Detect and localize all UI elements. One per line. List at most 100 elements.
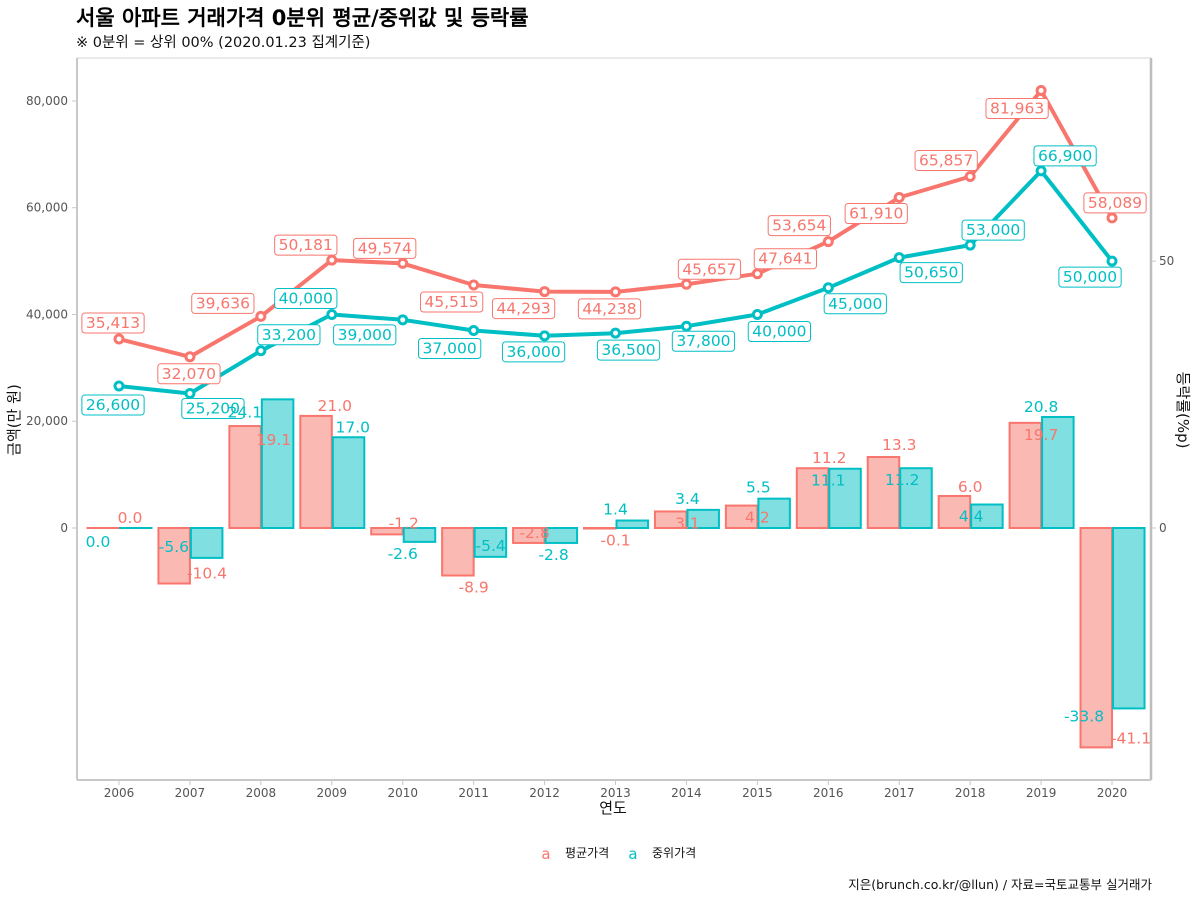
- label-avg-price: 35,413: [81, 312, 145, 334]
- label-median-price: 50,000: [1058, 266, 1122, 288]
- label-text: 50,000: [1063, 268, 1117, 286]
- bar-label-median-change: -5.4: [476, 537, 506, 555]
- bar-avg-change: [157, 527, 191, 585]
- bar-label-avg-change: 6.0: [958, 478, 983, 496]
- point-median-price: [113, 380, 125, 392]
- caption: 지은(brunch.co.kr/@llun) / 자료=국토교통부 실거래가: [848, 877, 1152, 892]
- label-median-price: 26,600: [81, 394, 145, 416]
- label-text: 45,657: [682, 260, 736, 278]
- bar-label-median-change: -5.6: [159, 538, 189, 556]
- line-value-labels: 35,413 32,070 39,636 50,181 49,574 45,515 44,2…: [81, 97, 1147, 419]
- bar-median-change: [1041, 415, 1075, 530]
- point-avg-price: [539, 286, 551, 298]
- label-avg-price: 39,636: [191, 292, 255, 314]
- label-box: [333, 324, 397, 346]
- point-avg-price: [751, 268, 763, 280]
- label-text: 40,000: [752, 322, 806, 340]
- point-avg-price: [610, 286, 622, 298]
- x-tick-label: 2020: [1097, 786, 1128, 800]
- bar-median-change: [615, 519, 650, 529]
- bar-avg-change: [228, 425, 262, 529]
- label-median-price: 25,200: [181, 397, 245, 419]
- label-box: [1058, 266, 1122, 288]
- point-median-price: [964, 239, 976, 251]
- label-median-price: 53,000: [961, 219, 1025, 241]
- label-median-price: 36,000: [501, 341, 566, 363]
- label-text: 32,070: [162, 365, 216, 383]
- bar-label-median-change: -33.8: [1064, 707, 1104, 725]
- point-median-price: [255, 345, 267, 357]
- bar-median-change: [757, 497, 791, 529]
- point-median-price: [1106, 255, 1118, 267]
- x-tick-label: 2007: [175, 786, 206, 800]
- legend: a 평균가격 a 중위가격: [541, 845, 696, 863]
- label-text: 50,181: [279, 236, 333, 254]
- y-tick-label: 0: [60, 521, 68, 535]
- bar-median-change: [828, 467, 862, 529]
- point-median-price: [1035, 165, 1047, 177]
- bar-median-change: [686, 508, 720, 529]
- label-box: [961, 219, 1025, 241]
- label-median-price: 66,900: [1033, 145, 1097, 167]
- bar-median-change: [260, 398, 295, 529]
- bar-median-change: [899, 467, 933, 529]
- bar-label-avg-change: 19.1: [257, 431, 292, 449]
- bar-label-median-change: 24.1: [228, 403, 263, 421]
- bar-label-median-change: 17.0: [336, 418, 371, 436]
- point-median-price: [184, 387, 196, 399]
- left-y-axis: 0 20,000 40,000 60,000 80,000: [26, 94, 77, 535]
- label-avg-price: 61,910: [844, 203, 908, 225]
- label-text: 39,636: [196, 294, 250, 312]
- x-tick-label: 2019: [1026, 786, 1057, 800]
- chart-subtitle: ※ 0분위 = 상위 00% (2020.01.23 집계기준): [76, 34, 370, 51]
- label-box: [596, 339, 661, 361]
- label-text: 33,200: [262, 326, 316, 344]
- bar-label-avg-change: 13.3: [882, 436, 917, 454]
- label-text: 58,089: [1088, 194, 1142, 212]
- right-y-axis: 0 50: [1152, 254, 1174, 535]
- bar-median-change: [544, 527, 579, 544]
- label-box: [677, 258, 742, 280]
- label-avg-price: 53,654: [767, 215, 831, 237]
- x-tick-label: 2016: [813, 786, 844, 800]
- label-avg-price: 49,574: [353, 237, 417, 259]
- label-text: 45,515: [425, 293, 479, 311]
- right-y-tick-label: 50: [1159, 254, 1174, 268]
- label-avg-price: 44,238: [577, 298, 642, 320]
- bar-median-change: [331, 436, 366, 529]
- label-box: [181, 397, 245, 419]
- bar-label-median-change: 1.4: [603, 501, 628, 519]
- point-avg-price: [397, 257, 409, 269]
- label-box: [157, 363, 221, 385]
- label-box: [767, 215, 831, 237]
- x-tick-label: 2015: [742, 786, 773, 800]
- label-text: 26,600: [86, 396, 140, 414]
- bar-label-median-change: -2.8: [538, 546, 568, 564]
- label-text: 53,654: [772, 217, 826, 235]
- bar-label-median-change: 20.8: [1024, 398, 1059, 416]
- bar-avg-change: [1079, 527, 1114, 749]
- label-avg-price: 81,963: [985, 97, 1049, 119]
- label-text: 36,000: [506, 343, 560, 361]
- label-avg-price: 45,515: [420, 291, 484, 313]
- label-box: [81, 312, 145, 334]
- label-box: [844, 203, 908, 225]
- bar-label-avg-change: -41.1: [1111, 729, 1151, 747]
- bar-avg-change: [441, 527, 475, 577]
- x-tick-label: 2012: [529, 786, 560, 800]
- x-tick-label: 2018: [955, 786, 986, 800]
- label-box: [501, 341, 566, 363]
- label-box: [823, 293, 887, 315]
- label-median-price: 37,800: [671, 330, 736, 352]
- point-median-price: [751, 308, 763, 320]
- bar-label-median-change: 5.5: [746, 479, 771, 497]
- label-box: [191, 292, 255, 314]
- point-median-price: [539, 330, 551, 342]
- left-axis-title: 금액(만 원): [5, 384, 23, 456]
- label-avg-price: 47,641: [753, 248, 817, 270]
- label-median-price: 40,000: [747, 320, 811, 342]
- point-median-price: [610, 327, 622, 339]
- bar-median-change: [1112, 527, 1146, 710]
- x-tick-label: 2014: [671, 786, 702, 800]
